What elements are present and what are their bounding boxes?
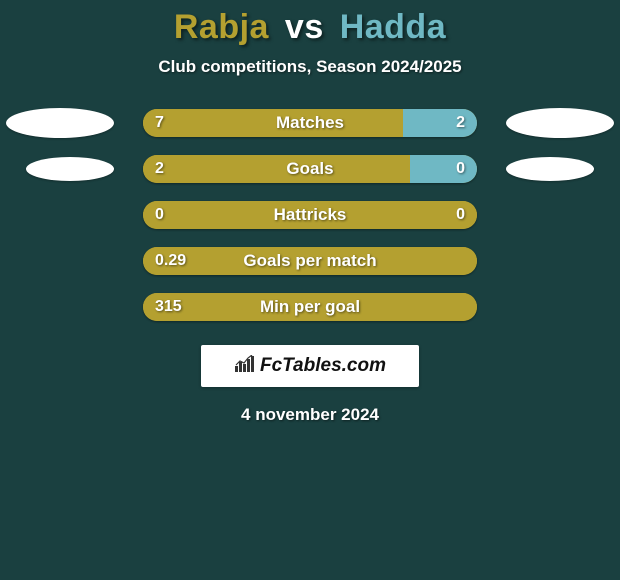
logo-text: FcTables.com [260,355,386,377]
vs-text: vs [285,8,324,46]
stat-bar: 00Hattricks [143,201,477,229]
stat-row: 72Matches [0,109,620,137]
stat-bar: 72Matches [143,109,477,137]
stat-row: 00Hattricks [0,201,620,229]
bar-left-segment [143,247,477,275]
stat-bar: 315Min per goal [143,293,477,321]
stat-row: 0.29Goals per match [0,247,620,275]
bar-chart-icon [234,355,256,378]
stats-area: 72Matches 20Goals 00Hattricks 0.29Goals per… [0,109,620,321]
bar-left-segment [143,155,410,183]
bar-left-segment [143,109,403,137]
player2-name: Hadda [340,8,446,46]
page-title: Rabja vs Hadda [0,8,620,47]
comparison-infographic: Rabja vs Hadda Club competitions, Season… [0,0,620,425]
logo-box: FcTables.com [201,345,419,387]
player1-ellipse-icon [6,108,114,138]
stat-bar: 20Goals [143,155,477,183]
date-line: 4 november 2024 [0,405,620,425]
stat-row: 20Goals [0,155,620,183]
stat-bar: 0.29Goals per match [143,247,477,275]
bar-right-segment [403,109,477,137]
player1-name: Rabja [174,8,269,46]
player2-ellipse-icon [506,108,614,138]
player1-ellipse-icon [26,157,114,181]
bar-right-segment [410,155,477,183]
player2-ellipse-icon [506,157,594,181]
bar-left-segment [143,201,477,229]
stat-row: 315Min per goal [0,293,620,321]
subtitle: Club competitions, Season 2024/2025 [0,57,620,77]
bar-left-segment [143,293,477,321]
logo-inner: FcTables.com [234,355,386,378]
